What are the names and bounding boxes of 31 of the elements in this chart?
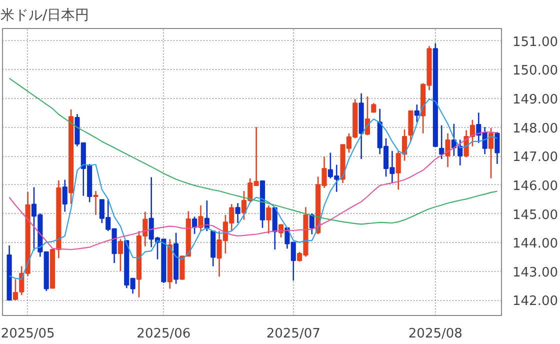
y-tick-label: 143.00	[512, 265, 558, 280]
y-tick-label: 145.00	[512, 208, 558, 223]
x-tick-label: 2025/05	[0, 326, 55, 342]
candlestick	[266, 204, 272, 234]
y-tick-label: 150.00	[512, 64, 558, 79]
y-tick-label: 149.00	[512, 92, 558, 108]
candlestick	[118, 238, 123, 272]
candlestick	[278, 224, 284, 238]
candlestick	[198, 204, 204, 232]
y-tick-label: 144.00	[512, 236, 558, 252]
x-tick-label: 2025/06	[136, 326, 191, 342]
candlestick	[488, 127, 494, 179]
y-tick-label: 148.00	[512, 121, 558, 136]
candlestick	[494, 131, 500, 165]
candlestick	[93, 190, 98, 216]
candlestick	[62, 179, 68, 212]
candlestick	[180, 255, 185, 280]
candlestick	[272, 207, 278, 250]
candlestick	[445, 132, 450, 168]
y-tick-label: 142.00	[512, 294, 558, 310]
candlestick	[235, 202, 240, 224]
y-tick-label: 151.00	[512, 34, 558, 50]
candlestick	[309, 212, 314, 235]
y-tick-label: 146.00	[512, 178, 558, 194]
candlestick	[192, 216, 198, 235]
candlestick	[439, 124, 444, 160]
x-tick-label: 2025/07	[266, 326, 320, 342]
chart-title: 米ドル/日本円	[0, 8, 90, 24]
candlestick	[414, 104, 420, 123]
y-tick-label: 147.00	[512, 150, 558, 166]
x-tick-label: 2025/08	[408, 326, 462, 342]
